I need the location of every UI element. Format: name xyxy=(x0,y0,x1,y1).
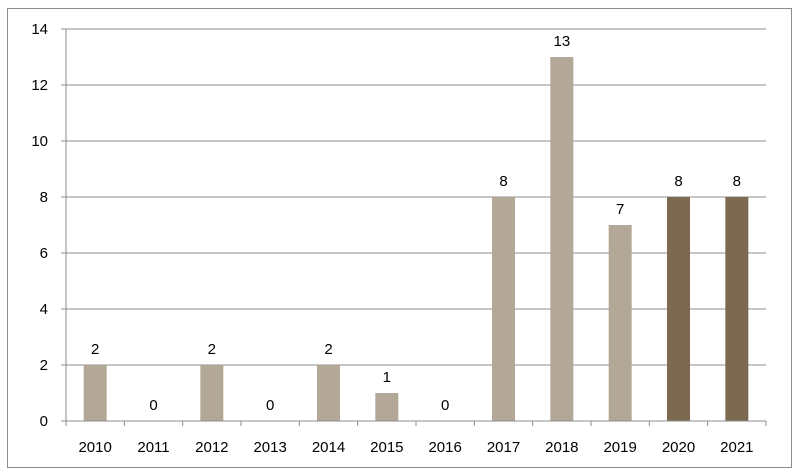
x-tick-label-2019: 2019 xyxy=(603,439,636,456)
x-tick-label-2014: 2014 xyxy=(312,439,345,456)
data-label-2019: 7 xyxy=(616,201,624,218)
bar-2019 xyxy=(608,225,632,421)
data-label-2015: 1 xyxy=(383,369,391,386)
bars xyxy=(83,57,749,421)
x-tick-label-2011: 2011 xyxy=(137,439,169,456)
y-tick-labels: 0 2 4 6 8 10 12 14 xyxy=(31,21,48,430)
x-tick-label-2017: 2017 xyxy=(487,439,520,456)
bar-2010 xyxy=(83,365,107,421)
y-tick-label: 0 xyxy=(40,413,48,430)
x-tick-label-2013: 2013 xyxy=(253,439,286,456)
x-tick-label-2010: 2010 xyxy=(78,439,111,456)
bar-2015 xyxy=(375,393,399,421)
x-tick-label-2018: 2018 xyxy=(545,439,578,456)
y-tick-label: 14 xyxy=(31,21,48,38)
bar-2012 xyxy=(200,365,224,421)
data-label-2021: 8 xyxy=(733,173,741,190)
data-label-2016: 0 xyxy=(441,397,449,414)
data-label-2020: 8 xyxy=(674,173,682,190)
y-tick-label: 2 xyxy=(40,357,48,374)
y-tick-label: 6 xyxy=(40,245,48,262)
gridlines xyxy=(66,28,766,366)
data-label-2013: 0 xyxy=(266,397,274,414)
bar-2014 xyxy=(317,365,340,421)
data-label-2017: 8 xyxy=(499,173,507,190)
data-labels: 2 0 2 0 2 1 0 8 13 7 8 8 xyxy=(91,33,741,414)
x-tick-label-2016: 2016 xyxy=(428,439,461,456)
axes xyxy=(61,28,767,426)
data-label-2014: 2 xyxy=(324,341,332,358)
x-tick-label-2012: 2012 xyxy=(195,439,228,456)
data-label-2018: 13 xyxy=(553,33,570,50)
x-tick-label-2020: 2020 xyxy=(662,439,695,456)
bar-2017 xyxy=(492,197,515,421)
bar-2021 xyxy=(725,197,749,421)
y-tick-label: 10 xyxy=(31,133,48,150)
y-tick-label: 8 xyxy=(40,189,48,206)
x-tick-label-2021: 2021 xyxy=(720,439,753,456)
data-label-2011: 0 xyxy=(149,397,157,414)
data-label-2012: 2 xyxy=(208,341,216,358)
data-label-2010: 2 xyxy=(91,341,99,358)
x-tick-label-2015: 2015 xyxy=(370,439,403,456)
y-tick-label: 12 xyxy=(31,77,48,94)
bar-2020 xyxy=(667,197,690,421)
x-tick-labels: 2010 2011 2012 2013 2014 2015 2016 2017 2018 2019… xyxy=(78,439,753,456)
bar-2018 xyxy=(550,57,574,421)
y-tick-label: 4 xyxy=(40,301,48,318)
